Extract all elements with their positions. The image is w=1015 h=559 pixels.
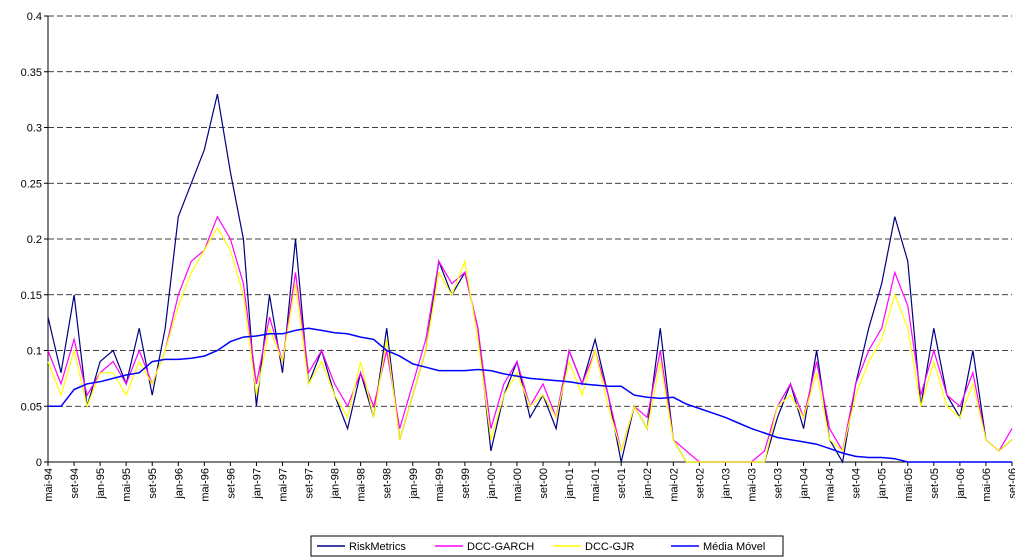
y-tick-label: 0.25 <box>21 178 42 190</box>
x-tick-label: mai-99 <box>434 468 446 502</box>
x-tick-label: mai-04 <box>825 468 837 502</box>
x-tick-label: jan-04 <box>799 468 811 500</box>
x-tick-label: jan-00 <box>486 468 498 500</box>
x-tick-label: jan-99 <box>408 468 420 500</box>
x-tick-label: mai-95 <box>121 468 133 502</box>
x-tick-label: set-99 <box>460 468 472 499</box>
x-tick-label: mai-96 <box>199 468 211 502</box>
series-line <box>47 215 1013 463</box>
legend: RiskMetrics DCC-GARCH DCC-GJR Média Móvel <box>310 535 784 557</box>
legend-label: Média Móvel <box>703 541 765 553</box>
y-tick-label: 0.15 <box>21 290 42 302</box>
y-tick-label: 0.05 <box>21 401 42 413</box>
x-tick-label: set-03 <box>773 468 785 499</box>
x-tick-label: set-96 <box>225 468 237 499</box>
x-tick-label: jan-06 <box>955 468 967 500</box>
x-tick-label: jan-95 <box>95 468 107 500</box>
x-tick-label: set-97 <box>304 468 316 499</box>
series-line <box>48 327 1012 463</box>
x-tick-label: jan-96 <box>173 468 185 500</box>
legend-label: DCC-GARCH <box>467 541 534 553</box>
x-tick-label: jan-02 <box>642 468 654 500</box>
x-tick-label: jan-03 <box>720 468 732 500</box>
x-tick-label: set-04 <box>851 468 863 499</box>
x-tick-label: set-05 <box>929 468 941 499</box>
y-tick-label: 0.4 <box>27 11 42 23</box>
legend-label: RiskMetrics <box>349 541 406 553</box>
x-tick-label: set-95 <box>147 468 159 499</box>
x-tick-label: mai-94 <box>43 468 55 502</box>
x-tick-label: mai-06 <box>981 468 993 502</box>
x-tick-label: jan-05 <box>877 468 889 500</box>
x-tick-label: mai-05 <box>903 468 915 502</box>
x-tick-label: mai-02 <box>668 468 680 502</box>
legend-label: DCC-GJR <box>585 541 635 553</box>
y-tick-label: 0.2 <box>27 234 42 246</box>
x-tick-label: set-06 <box>1007 468 1015 499</box>
y-tick-label: 0.1 <box>27 346 42 358</box>
x-tick-label: set-01 <box>616 468 628 499</box>
x-tick-label: mai-00 <box>512 468 524 502</box>
x-tick-label: mai-03 <box>746 468 758 502</box>
x-tick-label: mai-01 <box>590 468 602 502</box>
y-tick-label: 0.35 <box>21 67 42 79</box>
x-tick-label: mai-98 <box>356 468 368 502</box>
legend-box <box>310 535 784 557</box>
x-tick-label: jan-01 <box>564 468 576 500</box>
x-tick-label: set-00 <box>538 468 550 499</box>
x-tick-label: jan-97 <box>251 468 263 500</box>
y-tick-label: 0 <box>36 457 42 469</box>
y-tick-label: 0.3 <box>27 123 42 135</box>
x-tick-label: set-02 <box>694 468 706 499</box>
x-tick-label: jan-98 <box>330 468 342 500</box>
x-tick-label: set-98 <box>382 468 394 499</box>
x-tick-label: set-94 <box>69 468 81 499</box>
series-line <box>47 226 1013 463</box>
x-tick-label: mai-97 <box>277 468 289 502</box>
series-line <box>47 93 1013 464</box>
